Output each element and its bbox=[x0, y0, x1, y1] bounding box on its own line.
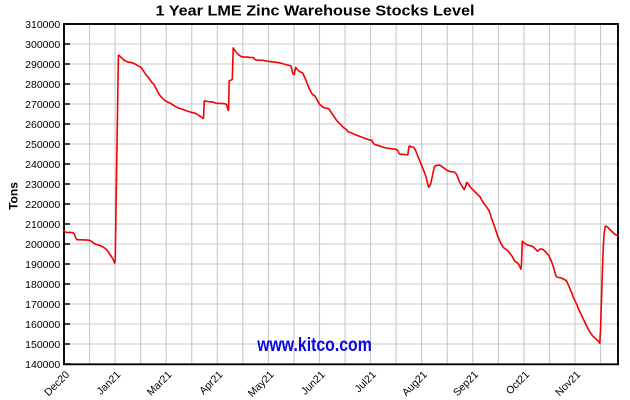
svg-text:210000: 210000 bbox=[25, 219, 60, 231]
svg-text:170000: 170000 bbox=[25, 299, 60, 311]
svg-text:270000: 270000 bbox=[25, 99, 60, 111]
svg-text:160000: 160000 bbox=[25, 319, 60, 331]
svg-text:220000: 220000 bbox=[25, 199, 60, 211]
svg-text:1 Year LME Zinc Warehouse Stoc: 1 Year LME Zinc Warehouse Stocks Level bbox=[156, 3, 475, 20]
svg-text:190000: 190000 bbox=[25, 259, 60, 271]
svg-text:240000: 240000 bbox=[25, 159, 60, 171]
svg-text:140000: 140000 bbox=[25, 359, 60, 371]
svg-text:290000: 290000 bbox=[25, 59, 60, 71]
svg-text:Tons: Tons bbox=[7, 182, 21, 210]
svg-text:280000: 280000 bbox=[25, 79, 60, 91]
svg-text:250000: 250000 bbox=[25, 139, 60, 151]
svg-text:150000: 150000 bbox=[25, 339, 60, 351]
svg-text:310000: 310000 bbox=[25, 19, 60, 31]
svg-text:200000: 200000 bbox=[25, 239, 60, 251]
svg-text:260000: 260000 bbox=[25, 119, 60, 131]
svg-text:300000: 300000 bbox=[25, 39, 60, 51]
svg-text:www.kitco.com: www.kitco.com bbox=[256, 334, 371, 356]
svg-text:230000: 230000 bbox=[25, 179, 60, 191]
svg-text:180000: 180000 bbox=[25, 279, 60, 291]
